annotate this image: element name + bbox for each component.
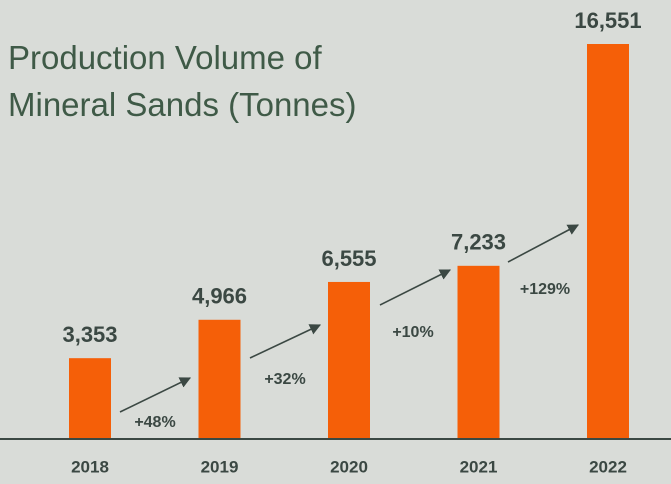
- x-tick-label: 2019: [201, 457, 239, 476]
- x-tick-label: 2022: [589, 457, 627, 476]
- bar: [328, 281, 370, 438]
- growth-label: +129%: [520, 281, 570, 298]
- growth-label: +32%: [264, 371, 305, 388]
- growth-arrow: [379, 269, 452, 306]
- x-tick-label: 2021: [460, 457, 498, 476]
- value-label: 7,233: [451, 230, 506, 255]
- value-label: 6,555: [321, 246, 376, 271]
- bar: [457, 265, 500, 438]
- growth-arrow: [507, 224, 579, 263]
- growth-label: +10%: [392, 324, 433, 341]
- x-tick-label: 2020: [330, 457, 368, 476]
- value-label: 3,353: [62, 322, 117, 347]
- growth-label: +48%: [134, 414, 175, 431]
- chart-title: Production Volume of Mineral Sands (Tonn…: [8, 39, 357, 123]
- bar: [69, 358, 111, 438]
- growth-arrow: [119, 377, 192, 413]
- value-label: 16,551: [574, 8, 641, 33]
- bar: [198, 319, 241, 438]
- growth-arrow: [249, 324, 322, 359]
- x-tick-label: 2018: [71, 457, 109, 476]
- value-label: 4,966: [192, 284, 247, 309]
- bar: [587, 44, 629, 438]
